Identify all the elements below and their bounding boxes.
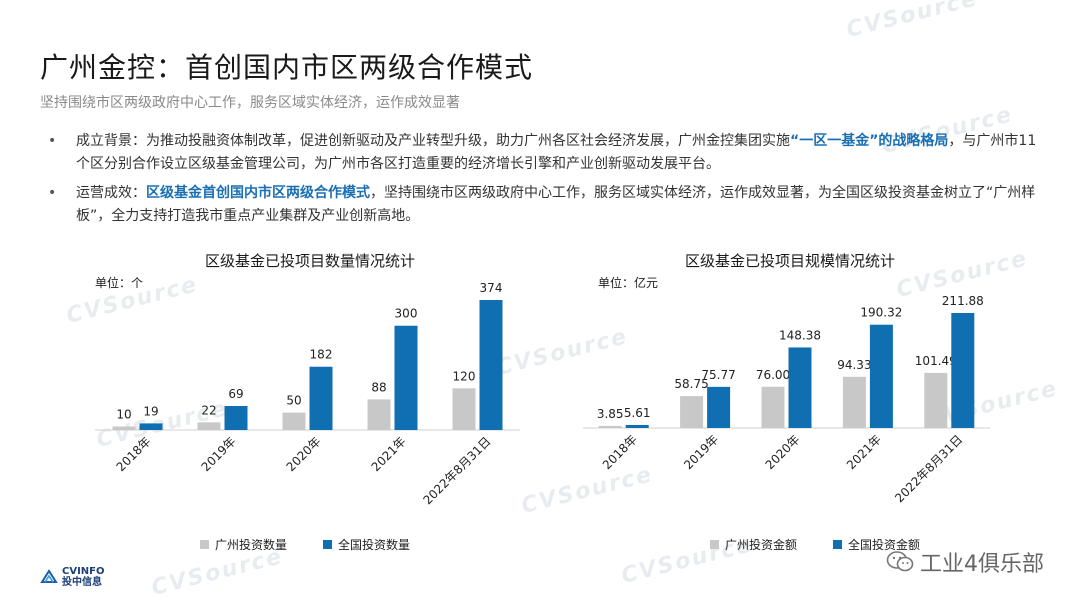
bar-national — [869, 324, 893, 428]
data-label-guangzhou: 3.85 — [597, 407, 624, 421]
bullet-suffix: ，与广州市11个区分别合作设立区级基金管理公司，为广州市各区打造重要的经济增长引… — [76, 133, 1037, 172]
x-tick-label: 2019年 — [681, 432, 721, 472]
data-label-national: 75.77 — [701, 368, 735, 382]
x-tick-label: 2018年 — [600, 432, 640, 472]
bar-national — [479, 300, 503, 430]
bullet-list: • 成立背景：为推动投融资体制改革，促进创新驱动及产业转型升级，助力广州各区社会… — [42, 130, 1042, 234]
bar-national — [139, 423, 163, 430]
bar-guangzhou — [761, 386, 785, 428]
data-label-guangzhou: 120 — [453, 369, 476, 383]
data-label-national: 211.88 — [942, 294, 984, 308]
data-label-guangzhou: 50 — [286, 394, 301, 408]
x-tick-label: 2022年8月31日 — [420, 434, 493, 507]
x-tick-label: 2020年 — [284, 434, 324, 474]
chart-unit-count: 单位：个 — [95, 276, 144, 290]
data-label-guangzhou: 94.33 — [837, 358, 871, 372]
data-label-national: 19 — [143, 404, 158, 418]
legend-item-national: 全国投资数量 — [323, 536, 410, 553]
bar-guangzhou — [197, 422, 221, 430]
bar-guangzhou — [112, 426, 136, 430]
logo-line2: 投中信息 — [62, 577, 102, 588]
data-label-national: 300 — [395, 307, 418, 321]
cvinfo-logo-text: CVINFO 投中信息 — [62, 566, 105, 588]
legend-amount: 广州投资金额 全国投资金额 — [710, 536, 920, 553]
data-label-national: 69 — [228, 387, 243, 401]
bar-guangzhou — [842, 376, 866, 428]
x-tick-label: 2021年 — [369, 434, 409, 474]
legend-label: 全国投资数量 — [338, 538, 411, 552]
x-tick-label: 2022年8月31日 — [892, 432, 965, 505]
bar-national — [788, 347, 812, 428]
bar-national — [309, 366, 333, 430]
bullet-highlight: “一区一基金”的战略格局 — [790, 133, 949, 149]
data-label-guangzhou: 101.49 — [915, 354, 957, 368]
chart-unit-amount: 单位：亿元 — [598, 276, 659, 290]
legend-item-guangzhou: 广州投资数量 — [200, 536, 287, 553]
bullet-dot: • — [48, 185, 57, 201]
data-label-guangzhou: 10 — [116, 408, 131, 422]
bar-guangzhou — [452, 388, 476, 430]
data-label-national: 148.38 — [779, 328, 821, 342]
bullet-highlight: 区级基金首创国内市区两级合作模式 — [146, 185, 370, 201]
data-label-national: 5.61 — [624, 406, 651, 420]
legend-swatch-guangzhou — [200, 540, 209, 549]
bar-guangzhou — [282, 412, 306, 430]
data-label-national: 182 — [310, 348, 333, 362]
legend-item-national: 全国投资金额 — [833, 536, 920, 553]
legend-swatch-guangzhou — [710, 540, 719, 549]
x-tick-label: 2020年 — [763, 432, 803, 472]
bullet-prefix: 运营成效： — [76, 185, 146, 201]
wechat-account-name: 工业4俱乐部 — [920, 552, 1044, 577]
legend-item-guangzhou: 广州投资金额 — [710, 536, 797, 553]
chart-count: 10 19 2018年 22 69 2019年 50 182 2020年 88 300 2021年 12… — [95, 281, 520, 507]
page-title: 广州金控：首创国内市区两级合作模式 — [40, 51, 534, 84]
cvinfo-logo-icon — [40, 569, 58, 583]
legend-swatch-national — [833, 540, 843, 549]
bar-national — [707, 386, 731, 428]
bar-guangzhou — [367, 399, 391, 430]
data-label-national: 374 — [480, 281, 503, 295]
bar-guangzhou — [924, 372, 948, 428]
bar-national — [625, 424, 649, 428]
bar-national — [224, 406, 248, 430]
wechat-icon — [886, 551, 914, 572]
data-label-guangzhou: 88 — [371, 380, 386, 394]
wechat-account: 工业4俱乐部 — [886, 546, 1044, 578]
bullet-item: • 成立背景：为推动投融资体制改革，促进创新驱动及产业转型升级，助力广州各区社会… — [42, 130, 1042, 176]
cvinfo-logo: CVINFO 投中信息 — [40, 566, 105, 588]
data-label-guangzhou: 76.00 — [756, 368, 790, 382]
bullet-dot: • — [48, 133, 57, 149]
bar-national — [951, 313, 975, 428]
chart-title-amount: 区级基金已投项目规模情况统计 — [684, 252, 895, 270]
watermark: CVSource — [843, 0, 981, 43]
bullet-suffix: ，坚持围绕市区两级政府中心工作，服务区域实体经济，运作成效显著，为全国区级投资基… — [76, 185, 1036, 224]
x-tick-label: 2021年 — [844, 432, 884, 472]
legend-count: 广州投资数量 全国投资数量 — [200, 536, 410, 553]
legend-label: 广州投资金额 — [725, 538, 798, 552]
page-subtitle: 坚持围绕市区两级政府中心工作，服务区域实体经济，运作成效显著 — [40, 95, 460, 111]
bar-guangzhou — [680, 396, 704, 428]
legend-label: 广州投资数量 — [215, 538, 288, 552]
x-tick-label: 2018年 — [114, 434, 154, 474]
bullet-prefix: 成立背景：为推动投融资体制改革，促进创新驱动及产业转型升级，助力广州各区社会经济… — [76, 133, 790, 149]
bullet-item: • 运营成效：区级基金首创国内市区两级合作模式，坚持围绕市区两级政府中心工作，服… — [42, 182, 1042, 228]
bar-national — [394, 325, 418, 430]
logo-line1: CVINFO — [62, 566, 105, 577]
data-label-national: 190.32 — [860, 306, 902, 320]
chart-title-count: 区级基金已投项目数量情况统计 — [204, 252, 415, 270]
legend-label: 全国投资金额 — [848, 538, 921, 552]
bar-guangzhou — [598, 425, 622, 428]
data-label-guangzhou: 58.75 — [674, 377, 708, 391]
legend-swatch-national — [323, 540, 333, 549]
x-tick-label: 2019年 — [199, 434, 239, 474]
data-label-guangzhou: 22 — [201, 403, 216, 417]
